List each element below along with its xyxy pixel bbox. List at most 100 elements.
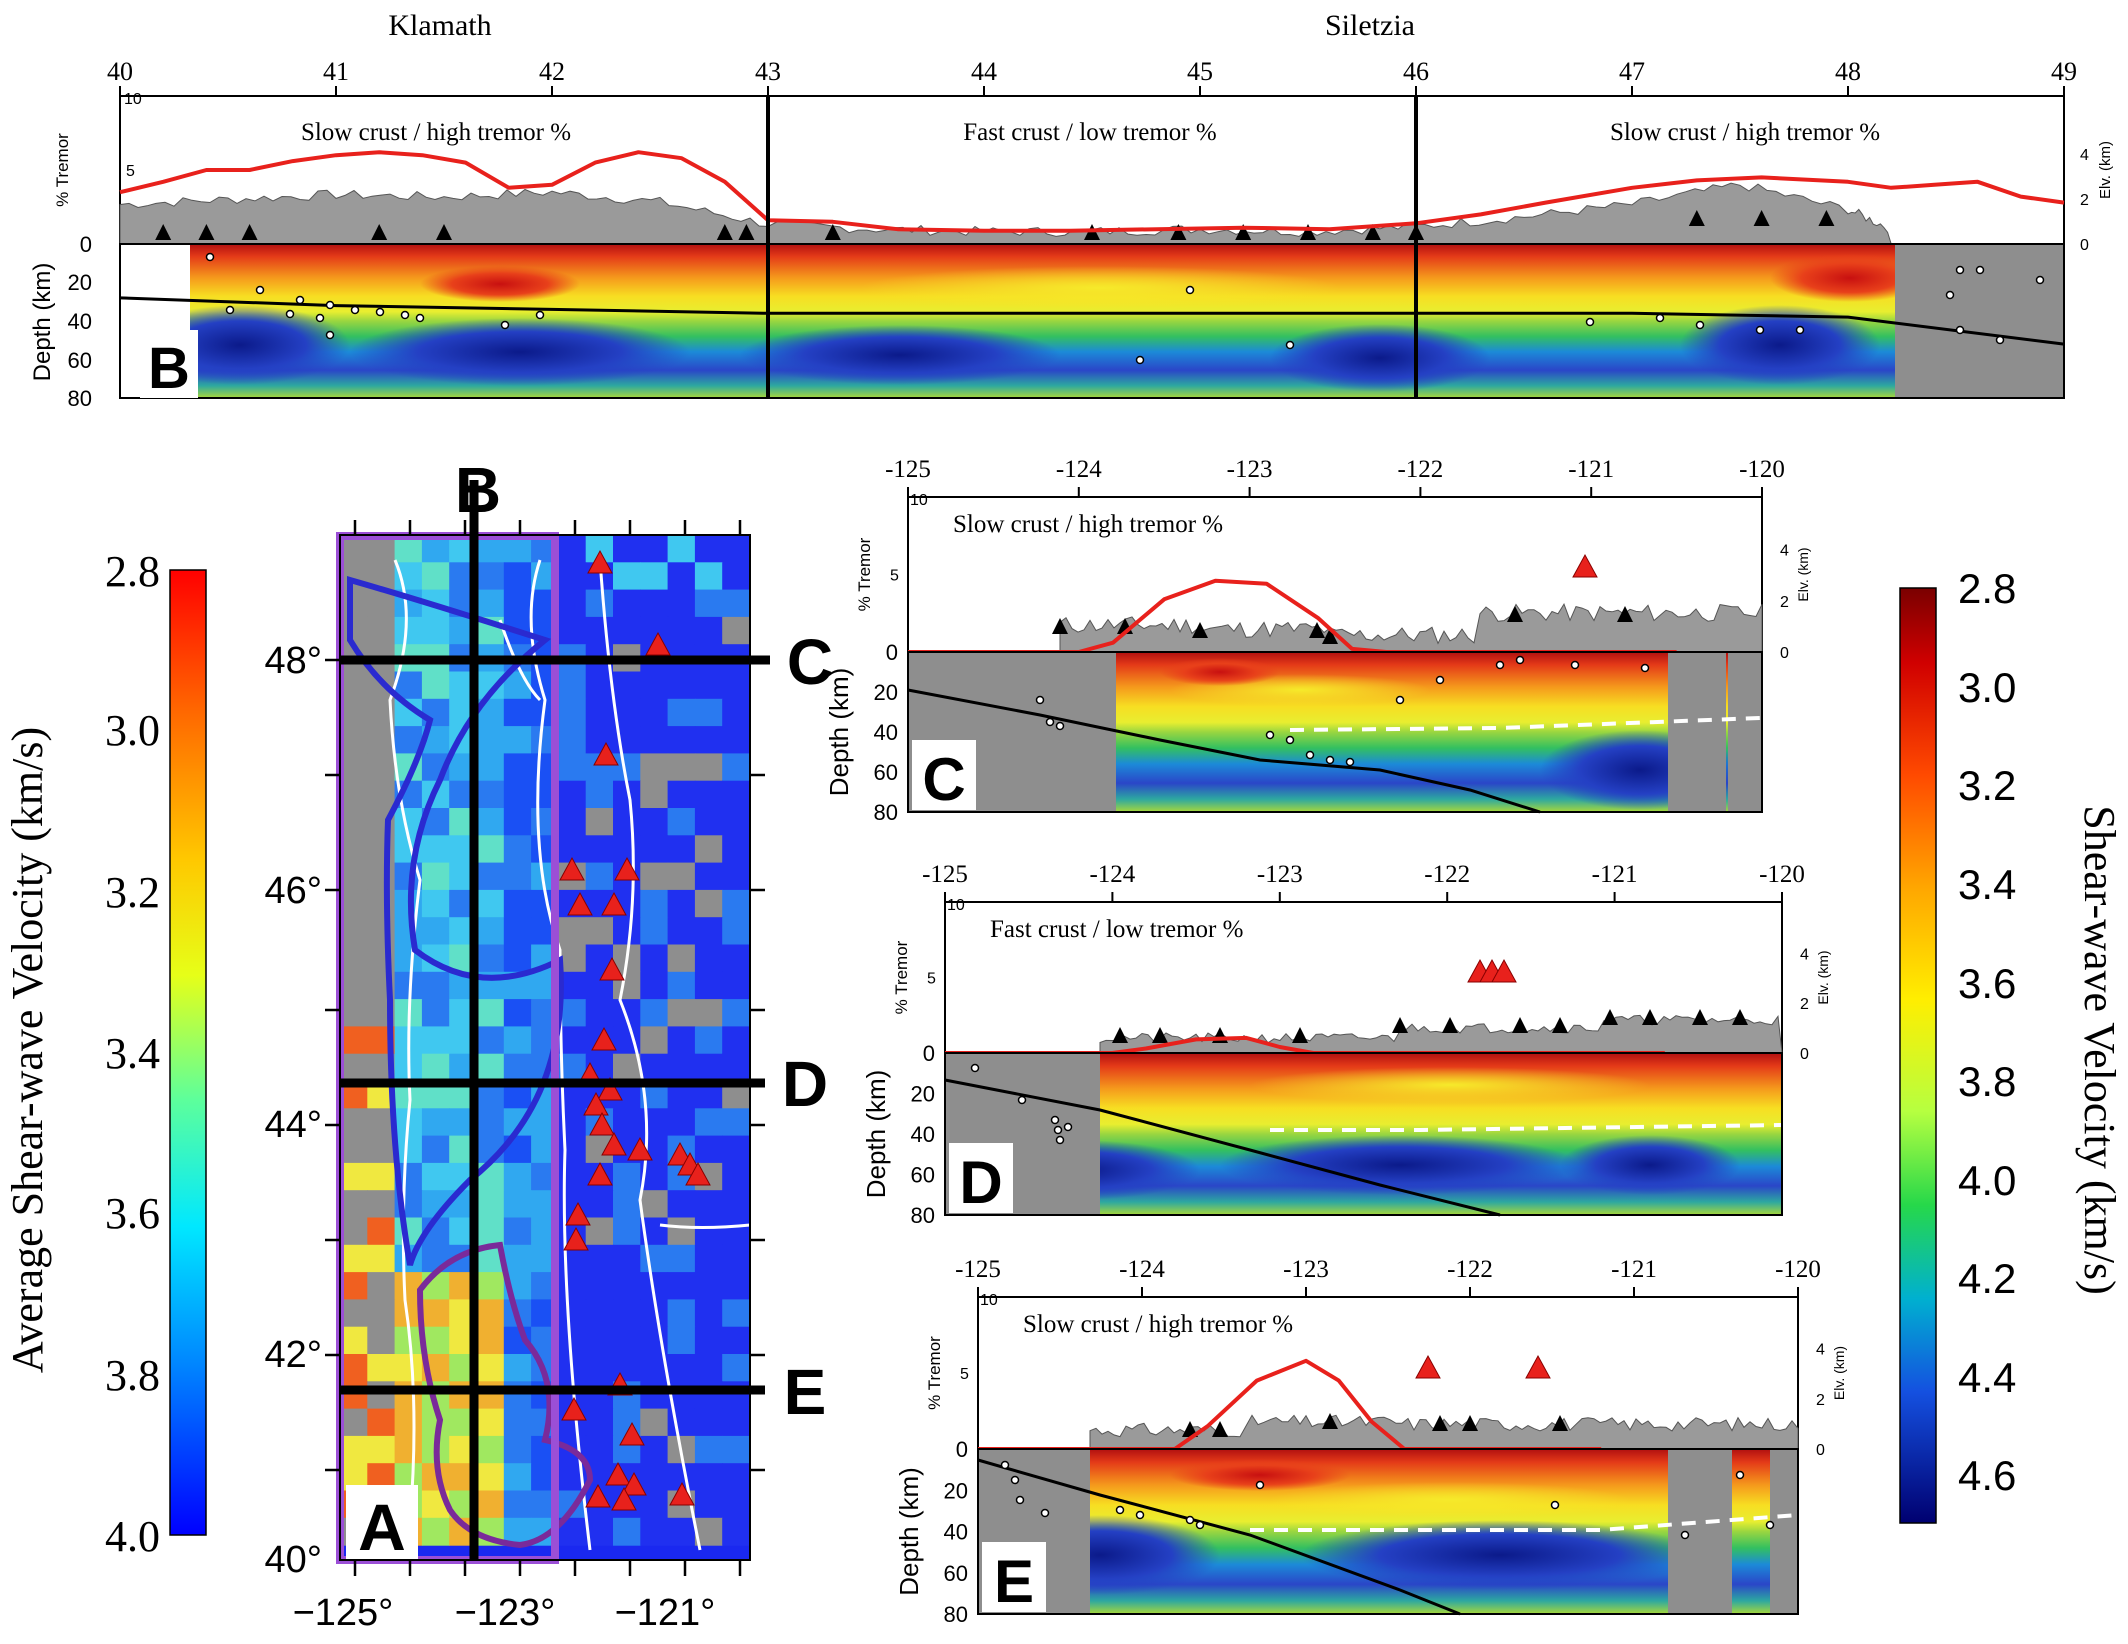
- map-cell: [585, 1354, 614, 1382]
- map-cell: [640, 1435, 669, 1464]
- map-cell: [694, 753, 723, 782]
- map-cell: [476, 1026, 505, 1055]
- profile-volcano-triangle: [1052, 618, 1068, 634]
- map-cell: [503, 589, 532, 618]
- map-cell: [694, 1190, 723, 1219]
- profile-volcano-triangle: [1692, 1009, 1708, 1025]
- map-cell: [694, 917, 723, 946]
- map-cell: [340, 835, 368, 864]
- map-cell: [421, 1053, 450, 1082]
- profile-seismicity-dot: [1045, 717, 1055, 727]
- map-cell: [667, 1190, 696, 1219]
- map-cell: [340, 1108, 368, 1137]
- map-cell: [694, 698, 723, 727]
- profile-volcano-triangle: [1432, 1415, 1448, 1431]
- map-cell: [503, 1435, 532, 1464]
- profile-xtick-label: -124: [1089, 861, 1135, 888]
- map-cell: [694, 971, 723, 1000]
- map-cell: [558, 562, 587, 591]
- profile-xtick-label: -123: [1227, 456, 1273, 483]
- map-cell: [667, 1053, 696, 1082]
- map-volcano-triangle: [619, 1421, 645, 1446]
- profile-red-volcano: [1415, 1354, 1441, 1379]
- profile-xtick-label: -120: [1739, 456, 1785, 483]
- profile-red-volcano: [1572, 553, 1598, 578]
- map-cell: [585, 589, 614, 618]
- profile-volcano-triangle: [1212, 1421, 1228, 1437]
- map-cell: [558, 753, 587, 782]
- map-cell: [476, 1299, 505, 1328]
- map-cell: [340, 1162, 368, 1191]
- map-cell: [667, 780, 696, 809]
- map-cell: [667, 889, 696, 918]
- map-volcano-triangle: [599, 956, 625, 981]
- map-cell: [503, 1463, 532, 1492]
- map-cell: [394, 944, 423, 973]
- map-volcano-triangle: [589, 1111, 615, 1136]
- map-cell: [340, 1272, 368, 1300]
- profile-depth-tick: 80: [911, 1203, 935, 1228]
- map-cell: [640, 726, 669, 754]
- map-cell: [667, 808, 696, 836]
- profile-volcano-triangle: [1507, 606, 1523, 622]
- map-cell: [340, 1135, 368, 1164]
- map-cell: [640, 698, 669, 727]
- map-cell: [722, 562, 751, 591]
- map-cell: [694, 562, 723, 591]
- profile-seismicity-dot: [1040, 1508, 1050, 1518]
- map-cell: [694, 1490, 723, 1519]
- map-cell: [421, 616, 450, 645]
- profile-seismicity-dot: [1053, 1125, 1063, 1135]
- profile-letter: E: [994, 1548, 1034, 1615]
- map-cell: [613, 1517, 641, 1546]
- map-cell: [640, 944, 669, 973]
- map-cell: [367, 1190, 396, 1219]
- map-cell: [722, 535, 751, 563]
- cb-left-tick-3.2: 3.2: [105, 868, 160, 917]
- map-cell: [476, 562, 505, 591]
- profile-elev-tick-0: 0: [1780, 645, 1789, 662]
- map-cell: [340, 753, 368, 782]
- map-cell: [476, 835, 505, 864]
- map-volcano-triangle: [587, 549, 613, 574]
- segment-label-b-2: Fast crust / low tremor %: [963, 119, 1216, 146]
- profile-velocity-anomaly: [1560, 1135, 1740, 1195]
- map-cell: [367, 1354, 396, 1382]
- map-cell: [503, 862, 532, 891]
- profile-velocity-anomaly: [1160, 658, 1280, 686]
- map-cell: [367, 753, 396, 782]
- profile-depth-tick: 60: [944, 1561, 968, 1586]
- profile-letter-box: [912, 740, 976, 810]
- profile-seismicity-dot: [1010, 1475, 1020, 1485]
- colorbar-right-ticks: 2.8 3.0 3.2 3.4 3.6 3.8 4.0 4.2 4.4 4.6: [1958, 565, 2016, 1499]
- map-cell: [722, 1244, 751, 1273]
- map-cell: [558, 1326, 587, 1355]
- profile-label-b: B: [455, 454, 501, 526]
- profile-letter-box: [982, 1542, 1046, 1612]
- profile-tremor-axis-label: % Tremor: [892, 940, 911, 1014]
- depth-tick-80-b: 80: [68, 386, 92, 411]
- map-cell: [476, 1408, 505, 1437]
- map-cell: [722, 917, 751, 946]
- cb-left-tick-3.0: 3.0: [105, 706, 160, 755]
- map-cell: [476, 889, 505, 918]
- profile-volcano-triangle: [1152, 1027, 1168, 1043]
- map-volcano-triangle: [614, 856, 640, 881]
- map-cell: [476, 589, 505, 618]
- map-cell: [340, 616, 368, 645]
- profile-elev-axis-label: Elv. (km): [1831, 1346, 1847, 1400]
- profile-seismicity-dot: [1680, 1530, 1690, 1540]
- map-cell: [613, 1190, 641, 1219]
- map-cell: [503, 999, 532, 1027]
- map-cell: [367, 917, 396, 946]
- profile-xtick-label: -123: [1283, 1256, 1329, 1283]
- panel-e: -125 -124 -123 -122 -121 -120 Slow crust / hig…: [894, 1256, 1847, 1627]
- map-cell: [613, 616, 641, 645]
- map-cell: [694, 1299, 723, 1328]
- map-frame-ticks: [325, 520, 765, 1576]
- cb-right-tick-2.8: 2.8: [1958, 565, 2016, 612]
- map-volcano-triangle: [621, 1471, 647, 1496]
- map-cell: [722, 726, 751, 754]
- map-cell: [476, 1381, 505, 1410]
- lat-tick-40: 40°: [265, 1539, 322, 1581]
